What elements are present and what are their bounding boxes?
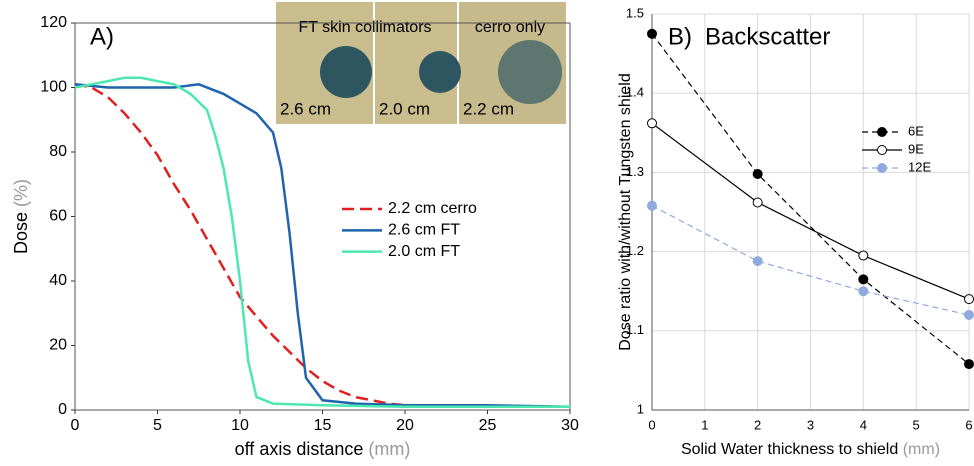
x-axis-label-text: Solid Water thickness to shield [681, 441, 898, 458]
y-tick-label: 1.3 [626, 164, 644, 179]
legend-label: 12E [908, 159, 931, 174]
data-point [964, 294, 974, 305]
x-tick-label: 1 [701, 417, 708, 432]
x-tick-label: 0 [71, 417, 80, 434]
inset-photos: FT skin collimators cerro only 2.6 cm 2.… [276, 2, 566, 124]
photo-caption: 2.6 cm [280, 99, 331, 118]
y-tick-label: 1.2 [626, 243, 644, 258]
series-line [651, 122, 970, 300]
series-line [74, 76, 570, 409]
x-axis-label: Solid Water thickness to shield (mm) [681, 441, 940, 458]
legend-marker [877, 145, 887, 155]
data-point [964, 309, 974, 320]
x-axis-label-unit: (mm) [368, 439, 410, 459]
legend-label: 9E [908, 141, 924, 156]
x-tick-label: 15 [314, 417, 332, 434]
legend-marker [877, 163, 887, 173]
x-tick-label: 6 [965, 417, 972, 432]
y-axis-label: Dose (%) [11, 179, 31, 254]
legend-label: 2.6 cm FT [388, 222, 460, 239]
panel-label: B) [668, 23, 692, 50]
x-axis-label-unit: (mm) [903, 441, 940, 458]
series-line [651, 33, 970, 365]
photo-caption: cerro only [475, 19, 545, 36]
data-point [964, 359, 974, 370]
y-tick-label: 1.4 [626, 85, 644, 100]
chart-title: Backscatter [705, 23, 830, 50]
data-point [858, 250, 869, 261]
legend-label: 2.2 cm cerro [388, 200, 477, 217]
data-point [752, 256, 763, 267]
y-tick-label: 100 [40, 79, 67, 96]
x-tick-label: 4 [860, 417, 867, 432]
x-axis-label-text: off axis distance [235, 439, 364, 459]
y-tick-label: 40 [49, 272, 67, 289]
photo-caption: 2.2 cm [463, 99, 514, 118]
y-tick-label: 20 [49, 337, 67, 354]
series-line [74, 83, 455, 409]
data-point [858, 274, 869, 285]
x-tick-label: 10 [231, 417, 249, 434]
y-tick-label: 120 [40, 14, 67, 31]
x-tick-label: 0 [648, 417, 655, 432]
x-tick-label: 5 [153, 417, 162, 434]
y-tick-label: 60 [49, 208, 67, 225]
data-point [752, 197, 763, 208]
x-tick-label: 20 [396, 417, 414, 434]
x-tick-label: 2 [754, 417, 761, 432]
y-axis-label: Dose ratio with/without Tungsten shield [617, 73, 634, 350]
data-point [752, 168, 763, 179]
legend-marker [877, 127, 887, 137]
y-tick-label: 80 [49, 143, 67, 160]
y-tick-label: 1.5 [626, 5, 644, 20]
series-line [651, 205, 970, 316]
x-tick-label: 25 [479, 417, 497, 434]
x-tick-label: 5 [913, 417, 920, 432]
y-axis-label-text: Dose ratio with/without Tungsten shield [617, 73, 634, 350]
data-point [647, 118, 657, 129]
data-point [647, 28, 657, 39]
y-tick-label: 0 [58, 401, 67, 418]
data-point [858, 286, 869, 297]
y-axis-label-unit: (%) [11, 179, 31, 207]
photo-caption: 2.0 cm [379, 99, 430, 118]
legend-label: 2.0 cm FT [388, 243, 460, 260]
panel-label: A) [90, 23, 114, 50]
x-tick-label: 30 [561, 417, 579, 434]
legend-label: 6E [908, 123, 924, 138]
y-tick-label: 1 [637, 401, 644, 416]
dose-spot [320, 46, 372, 98]
y-axis-label-text: Dose [11, 212, 31, 254]
x-tick-label: 3 [807, 417, 814, 432]
y-tick-label: 1.1 [626, 322, 644, 337]
x-axis-label: off axis distance (mm) [235, 439, 411, 459]
series-line [74, 83, 571, 409]
photo-caption: FT skin collimators [298, 19, 431, 36]
data-point [647, 200, 657, 211]
dose-spot [419, 51, 461, 93]
dose-spot [498, 40, 562, 104]
